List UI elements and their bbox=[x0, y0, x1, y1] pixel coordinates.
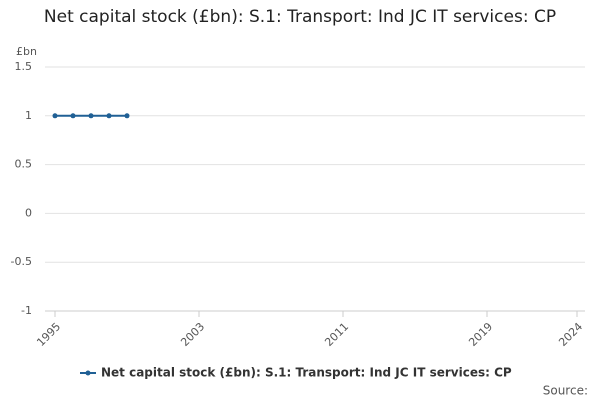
x-tick-label: 2003 bbox=[178, 320, 207, 349]
x-tick-label: 1995 bbox=[34, 320, 63, 349]
y-tick-label: 1.5 bbox=[15, 60, 33, 73]
legend-item: Net capital stock (£bn): S.1: Transport:… bbox=[80, 366, 512, 380]
data-point bbox=[106, 113, 112, 119]
y-tick-label: 1 bbox=[25, 109, 32, 122]
legend-marker bbox=[85, 370, 91, 376]
legend-label: Net capital stock (£bn): S.1: Transport:… bbox=[101, 366, 512, 380]
data-point bbox=[70, 113, 76, 119]
y-tick-label: -1 bbox=[21, 304, 32, 317]
x-tick-label: 2024 bbox=[556, 320, 585, 349]
y-axis-label: £bn bbox=[16, 45, 37, 58]
data-point bbox=[88, 113, 94, 119]
x-tick-label: 2011 bbox=[322, 320, 351, 349]
y-tick-label: 0 bbox=[25, 206, 32, 219]
source: Source: bbox=[543, 384, 588, 398]
data-point bbox=[124, 113, 130, 119]
chart-title: Net capital stock (£bn): S.1: Transport:… bbox=[43, 7, 557, 27]
y-tick-label: -0.5 bbox=[11, 255, 32, 268]
y-tick-label: 0.5 bbox=[15, 158, 33, 171]
data-point bbox=[52, 113, 58, 119]
x-tick-label: 2019 bbox=[466, 320, 495, 349]
